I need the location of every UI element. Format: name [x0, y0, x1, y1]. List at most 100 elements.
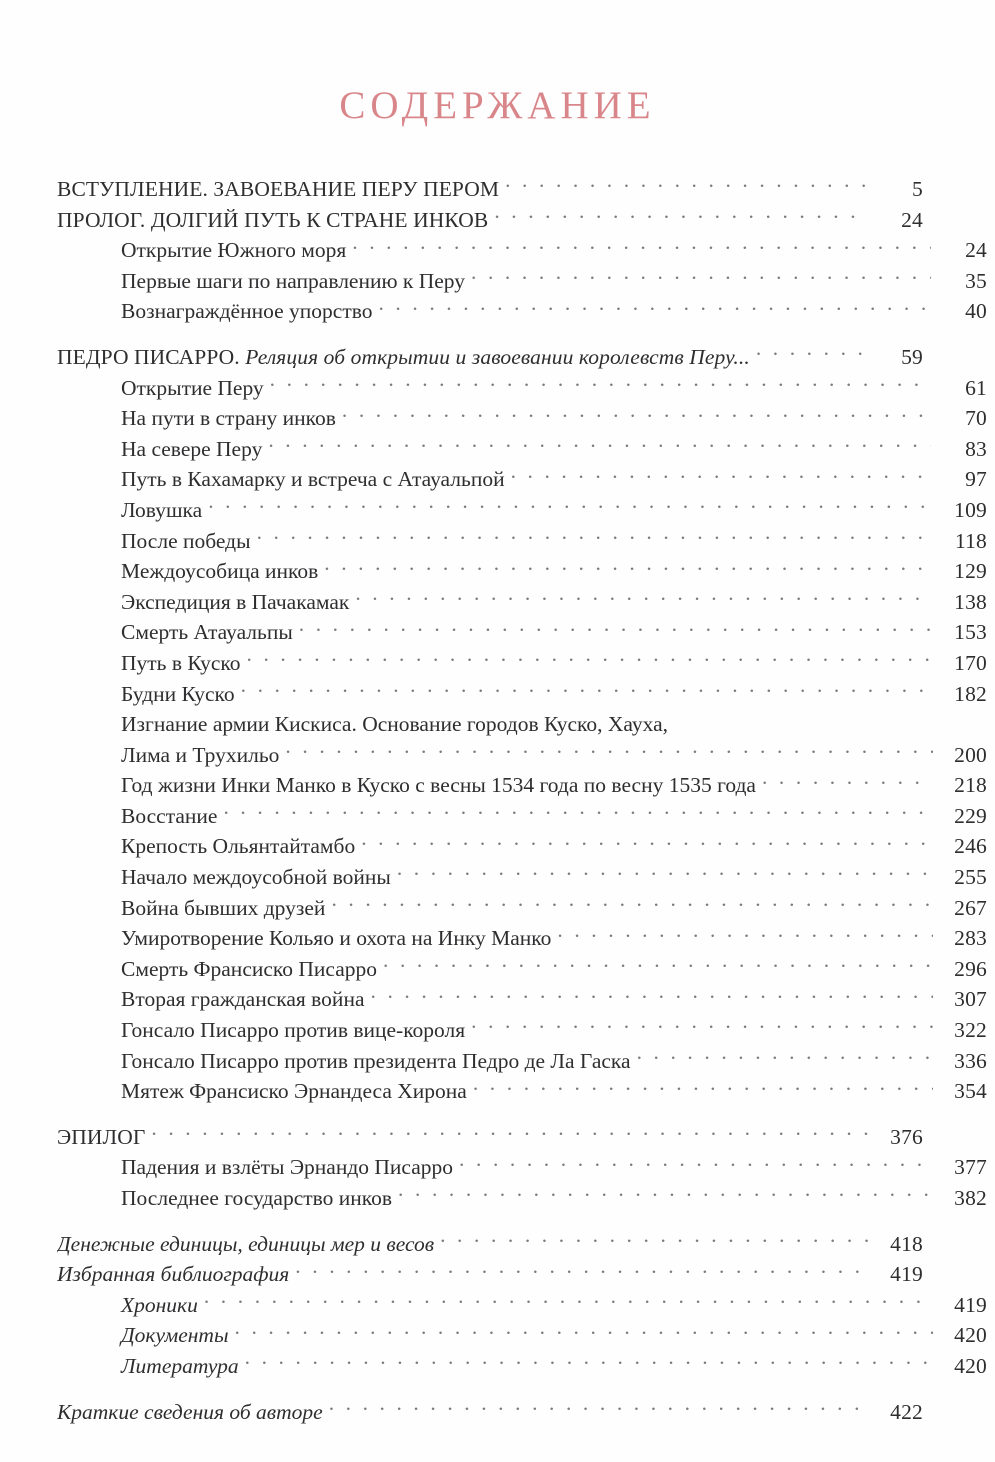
toc-entry-label: Междоусобица инков: [121, 559, 319, 584]
toc-entry[interactable]: Крепость Ольянтайтамбо 246: [57, 831, 987, 862]
toc-entry-label: Война бывших друзей: [121, 895, 326, 920]
toc-entry[interactable]: Падения и взлёты Эрнандо Писарро 377: [57, 1152, 987, 1183]
toc-page-number: 255: [954, 865, 987, 890]
toc-page-number: 376: [890, 1124, 923, 1149]
toc-page-number: 97: [965, 467, 987, 492]
toc-entry[interactable]: Путь в Куско 170: [57, 648, 987, 679]
dot-leader: [299, 623, 933, 639]
toc-page-number: 382: [954, 1186, 987, 1210]
dot-leader: [637, 1052, 933, 1068]
dot-leader: [505, 180, 867, 196]
toc-entry[interactable]: Открытие Южного моря 24: [57, 235, 987, 266]
toc-entry-label: Гонсало Писарро против президента Педро …: [121, 1048, 631, 1073]
toc-entry[interactable]: Экспедиция в Пачакамак 138: [57, 587, 987, 618]
toc-entry[interactable]: Документы 420: [57, 1320, 987, 1351]
toc-entry[interactable]: Умиротворение Кольяо и охота на Инку Ман…: [57, 923, 987, 954]
toc-entry[interactable]: Война бывших друзей 267: [57, 893, 987, 924]
toc-page-number: 218: [954, 773, 987, 798]
toc-page-number: 229: [954, 803, 987, 828]
toc-entry-label: Умиротворение Кольяо и охота на Инку Ман…: [121, 926, 552, 951]
toc-entry[interactable]: На пути в страну инков 70: [57, 403, 987, 434]
toc-entry-label: На севере Перу: [121, 436, 263, 461]
toc-entry[interactable]: Денежные единицы, единицы мер и весов 418: [57, 1229, 923, 1260]
toc-entry[interactable]: ПЕДРО ПИСАРРО. Реляция об открытии и зав…: [57, 342, 923, 373]
toc-entry[interactable]: Начало междоусобной войны 255: [57, 862, 987, 893]
toc-page-number: 138: [954, 589, 987, 614]
toc-entry[interactable]: Будни Куско 182: [57, 679, 987, 710]
toc-entry[interactable]: Мятеж Франсиско Эрнандеса Хирона 354: [57, 1076, 987, 1107]
dot-leader: [756, 348, 867, 364]
toc-entry-label-italic: Реляция об открытии и завоевании королев…: [245, 344, 750, 369]
toc-entry-label: ВСТУПЛЕНИЕ. ЗАВОЕВАНИЕ ПЕРУ ПЕРОМ: [57, 177, 500, 201]
toc-entry-label: Начало междоусобной войны: [121, 865, 391, 890]
toc-page-number: 246: [954, 834, 987, 859]
toc-entry[interactable]: Краткие сведения об авторе 422: [57, 1397, 923, 1428]
dot-leader: [378, 302, 931, 318]
toc-entry[interactable]: Вознаграждённое упорство 40: [57, 296, 987, 327]
toc-entry[interactable]: Лима и Трухильо 200: [57, 740, 987, 771]
toc-entry[interactable]: Первые шаги по направлению к Перу 35: [57, 266, 987, 297]
toc-page-number: 153: [954, 620, 987, 645]
page-title: СОДЕРЖАНИЕ: [339, 84, 656, 127]
toc-entry-label: Будни Куско: [121, 681, 235, 706]
dot-leader: [285, 746, 933, 762]
toc-entry-label-roman: ПЕДРО ПИСАРРО.: [57, 344, 246, 369]
toc-page-number: 418: [890, 1231, 923, 1256]
dot-leader: [473, 1082, 933, 1098]
toc-entry[interactable]: Избранная библиография 419: [57, 1259, 923, 1290]
toc-list: ВСТУПЛЕНИЕ. ЗАВОЕВАНИЕ ПЕРУ ПЕРОМ 5 ПРОЛОГ…: [57, 174, 987, 1428]
toc-entry[interactable]: Последнее государство инков 382: [57, 1183, 987, 1214]
toc-page-number: 35: [965, 268, 987, 293]
toc-page-number: 118: [954, 528, 987, 553]
toc-entry[interactable]: ВСТУПЛЕНИЕ. ЗАВОЕВАНИЕ ПЕРУ ПЕРОМ 5: [57, 174, 923, 205]
toc-page-number: 109: [954, 497, 987, 522]
toc-page-number: 61: [965, 375, 987, 400]
toc-entry-label: Путь в Кахамарку и встреча с Атауальпой: [121, 467, 505, 492]
toc-entry[interactable]: ПРОЛОГ. ДОЛГИЙ ПУТЬ К СТРАНЕ ИНКОВ 24: [57, 205, 923, 236]
toc-entry-label: Вознаграждённое упорство: [121, 299, 373, 324]
dot-leader: [355, 593, 933, 609]
dot-leader: [295, 1265, 869, 1281]
dot-leader: [471, 1021, 933, 1037]
dot-leader: [398, 1189, 933, 1205]
toc-entry[interactable]: После победы 118: [57, 526, 987, 557]
toc-entry[interactable]: Вторая гражданская война 307: [57, 984, 987, 1015]
toc-entry[interactable]: ЭПИЛОГ 376: [57, 1122, 923, 1153]
toc-page-number: 200: [954, 742, 987, 767]
toc-entry[interactable]: Литература 420: [57, 1351, 987, 1382]
toc-entry-label: Восстание: [121, 803, 218, 828]
toc-page-number: 377: [954, 1155, 987, 1180]
toc-page-number: 129: [954, 559, 987, 584]
toc-page-number: 5: [912, 177, 923, 201]
toc-page-number: 70: [965, 406, 987, 431]
toc-entry[interactable]: Гонсало Писарро против вице-короля 322: [57, 1015, 987, 1046]
toc-entry-label: Избранная библиография: [57, 1262, 290, 1287]
toc-entry[interactable]: Восстание 229: [57, 801, 987, 832]
toc-page-number: 83: [965, 436, 987, 461]
toc-entry-label: Хроники: [121, 1292, 198, 1317]
toc-entry[interactable]: Междоусобица инков 129: [57, 556, 987, 587]
toc-page-number: 354: [954, 1079, 987, 1104]
toc-entry[interactable]: Открытие Перу 61: [57, 373, 987, 404]
dot-leader: [245, 1357, 933, 1373]
toc-page-number: 296: [954, 956, 987, 981]
dot-leader: [235, 1326, 933, 1342]
toc-entry[interactable]: Ловушка 109: [57, 495, 987, 526]
toc-entry-label: Мятеж Франсиско Эрнандеса Хирона: [121, 1079, 467, 1104]
toc-entry[interactable]: Изгнание армии Кискиса. Основание городо…: [57, 709, 987, 740]
toc-entry-label: ПРОЛОГ. ДОЛГИЙ ПУТЬ К СТРАНЕ ИНКОВ: [57, 207, 489, 232]
dot-leader: [440, 1235, 869, 1251]
toc-page-number: 283: [954, 926, 987, 951]
toc-page-number: 267: [954, 895, 987, 920]
dot-leader: [257, 532, 933, 548]
toc-entry[interactable]: Смерть Франсиско Писарро 296: [57, 954, 987, 985]
dot-leader: [270, 379, 931, 395]
toc-entry[interactable]: Гонсало Писарро против президента Педро …: [57, 1046, 987, 1077]
dot-leader: [397, 868, 933, 884]
toc-entry[interactable]: Путь в Кахамарку и встреча с Атауальпой 9…: [57, 464, 987, 495]
toc-entry[interactable]: Год жизни Инки Манко в Куско с весны 153…: [57, 770, 987, 801]
toc-entry-label: Денежные единицы, единицы мер и весов: [57, 1231, 435, 1256]
toc-entry[interactable]: На севере Перу 83: [57, 434, 987, 465]
toc-entry[interactable]: Хроники 419: [57, 1290, 987, 1321]
toc-entry[interactable]: Смерть Атауальпы 153: [57, 617, 987, 648]
